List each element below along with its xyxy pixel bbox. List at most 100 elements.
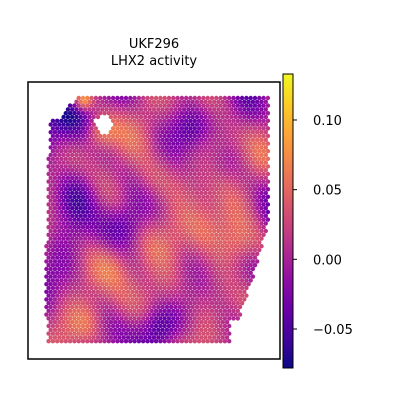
spot: [78, 236, 84, 241]
spot: [175, 339, 180, 344]
spot: [207, 175, 213, 180]
spot: [237, 145, 243, 150]
spot: [194, 327, 200, 332]
spot: [192, 247, 197, 253]
spot: [181, 114, 187, 120]
spot: [229, 274, 234, 279]
spot: [115, 95, 120, 101]
spot: [209, 263, 215, 268]
spot: [252, 164, 258, 169]
spot: [257, 187, 262, 192]
spot: [156, 274, 161, 279]
spot: [141, 141, 146, 146]
spot: [57, 251, 62, 256]
spot: [265, 103, 271, 108]
spot: [231, 232, 236, 237]
spot: [76, 118, 81, 124]
spot: [227, 171, 232, 177]
spot: [207, 236, 213, 241]
spot: [212, 282, 217, 287]
spot: [138, 122, 144, 127]
spot: [85, 308, 90, 313]
spot: [177, 99, 182, 105]
spot: [149, 255, 154, 260]
spot: [177, 251, 182, 256]
spot: [220, 190, 225, 196]
spot: [95, 320, 101, 325]
spot: [76, 179, 81, 184]
spot: [123, 103, 129, 108]
spot: [212, 304, 217, 310]
spot: [52, 228, 58, 234]
spot: [158, 293, 163, 298]
spot: [259, 198, 264, 203]
spot: [125, 335, 131, 340]
spot: [171, 323, 176, 329]
spot: [130, 175, 135, 180]
spot: [231, 103, 236, 108]
spot: [186, 259, 191, 264]
spot: [237, 168, 243, 173]
spot: [80, 156, 86, 161]
spot: [171, 194, 176, 199]
spot: [218, 263, 223, 268]
spot: [252, 179, 258, 184]
spot: [125, 206, 131, 211]
spot: [188, 301, 193, 306]
spot: [117, 312, 122, 317]
spot: [166, 301, 172, 306]
spot: [162, 111, 167, 116]
spot: [138, 244, 144, 249]
spot: [184, 293, 189, 298]
spot: [207, 99, 213, 105]
spot: [141, 164, 146, 169]
spot: [117, 152, 122, 158]
spot: [95, 99, 101, 105]
spot: [209, 225, 215, 230]
spot: [194, 312, 200, 317]
spot: [91, 183, 96, 188]
spot: [147, 297, 152, 302]
spot: [179, 316, 185, 321]
spot: [57, 228, 62, 234]
spot: [222, 202, 228, 207]
spot: [55, 240, 60, 245]
spot: [136, 301, 142, 306]
spot: [67, 141, 73, 146]
spot: [98, 225, 103, 230]
spot: [265, 126, 271, 131]
spot: [162, 247, 167, 253]
spot: [138, 274, 144, 279]
spot: [151, 251, 157, 256]
spot: [175, 263, 180, 268]
spot: [188, 164, 193, 169]
spot: [119, 293, 124, 298]
spot: [102, 202, 107, 207]
spot: [136, 293, 142, 298]
spot: [218, 141, 223, 146]
spot: [106, 111, 112, 116]
spot: [141, 187, 146, 192]
spot: [239, 111, 245, 116]
spot: [252, 232, 258, 237]
spot: [233, 130, 238, 135]
spot: [244, 217, 249, 222]
spot: [201, 285, 206, 291]
spot: [121, 251, 127, 256]
spot: [175, 255, 180, 260]
spot: [263, 168, 268, 173]
spot: [244, 103, 249, 108]
spot: [123, 126, 129, 131]
spot: [216, 152, 221, 158]
spot: [50, 164, 56, 169]
spot: [59, 278, 64, 283]
spot: [55, 149, 60, 154]
spot: [102, 301, 107, 306]
spot: [199, 304, 204, 310]
spot: [106, 255, 112, 260]
spot: [48, 228, 53, 234]
spot: [123, 339, 129, 344]
spot: [78, 304, 84, 310]
spot: [265, 202, 271, 207]
spot: [235, 194, 240, 199]
